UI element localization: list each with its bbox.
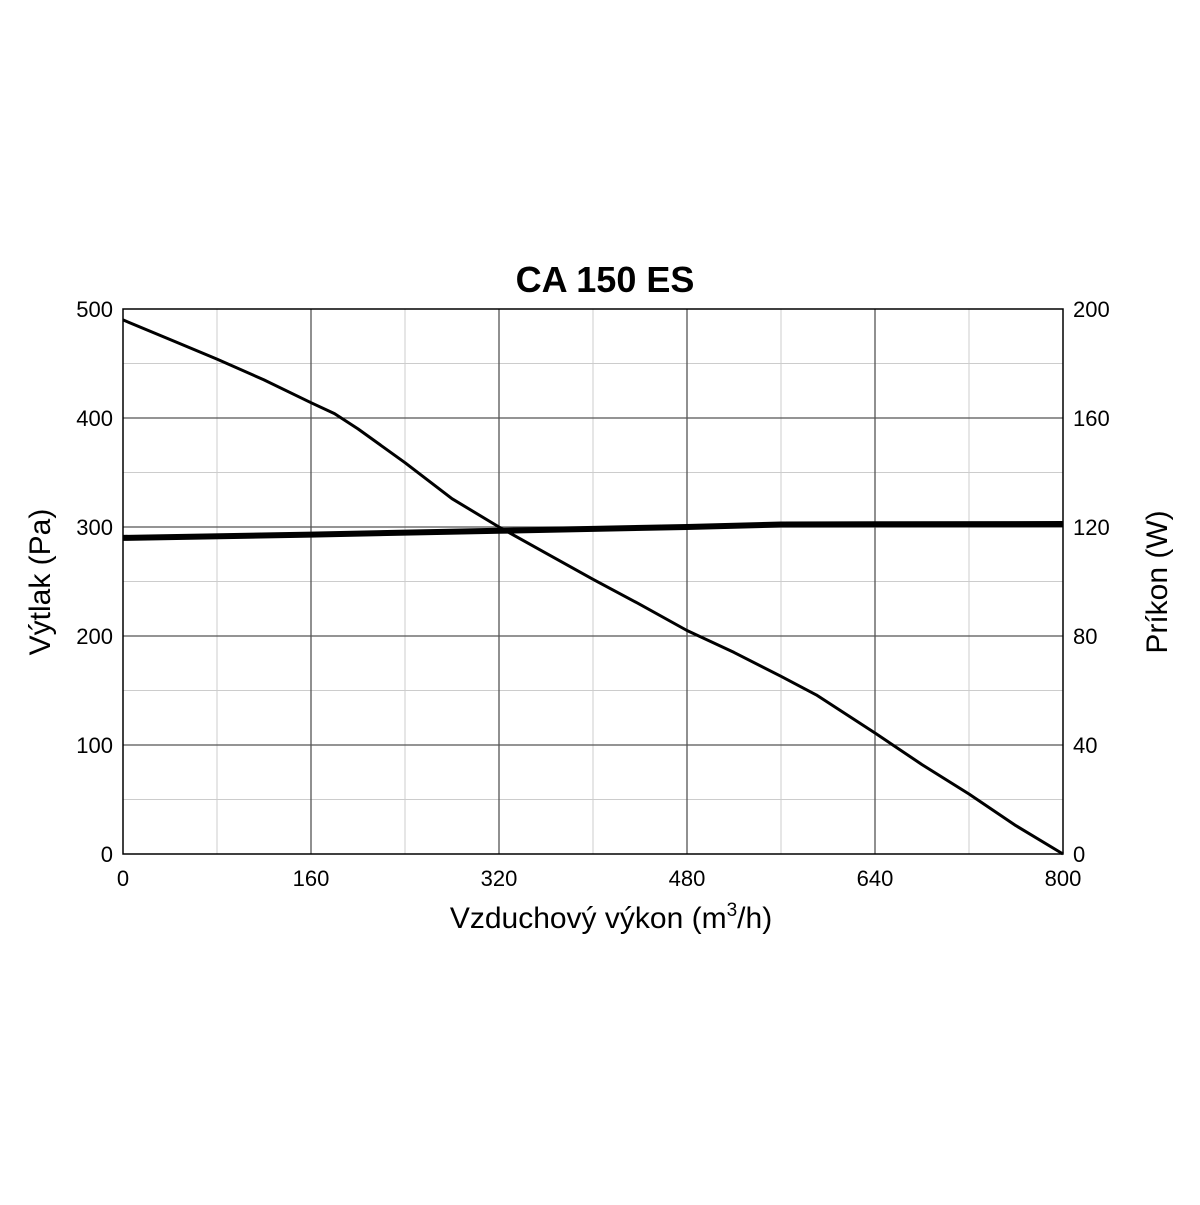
y-left-tick-label: 300 bbox=[76, 515, 113, 540]
x-tick-label: 160 bbox=[293, 866, 330, 891]
y-left-tick-labels: 0 100 200 300 400 500 bbox=[76, 297, 113, 867]
x-tick-labels: 0 160 320 480 640 800 bbox=[117, 866, 1081, 891]
y-left-tick-label: 0 bbox=[101, 842, 113, 867]
y-left-tick-label: 200 bbox=[76, 624, 113, 649]
x-axis-title: Vzduchový výkon (m3/h) bbox=[450, 900, 772, 935]
x-axis-title-suffix: /h) bbox=[737, 902, 772, 935]
y-right-tick-label: 120 bbox=[1073, 515, 1110, 540]
plot-frame bbox=[122, 308, 1064, 855]
x-tick-label: 480 bbox=[669, 866, 706, 891]
y-left-tick-label: 100 bbox=[76, 733, 113, 758]
minor-grid bbox=[123, 309, 1063, 854]
y-right-tick-label: 0 bbox=[1073, 842, 1085, 867]
y-right-axis-title: Príkon (W) bbox=[1141, 510, 1174, 653]
x-tick-label: 640 bbox=[857, 866, 894, 891]
power-series-line bbox=[122, 521, 1064, 541]
y-right-tick-label: 200 bbox=[1073, 297, 1110, 322]
pressure-series-line bbox=[122, 318, 1064, 856]
y-left-tick-label: 500 bbox=[76, 297, 113, 322]
y-right-tick-labels: 0 40 80 120 160 200 bbox=[1073, 297, 1110, 867]
y-right-tick-label: 160 bbox=[1073, 406, 1110, 431]
x-tick-label: 800 bbox=[1045, 866, 1082, 891]
chart-title: CA 150 ES bbox=[516, 259, 695, 300]
y-left-tick-label: 400 bbox=[76, 406, 113, 431]
series-layer bbox=[122, 318, 1064, 856]
x-axis-title-superscript: 3 bbox=[727, 900, 738, 921]
y-right-tick-label: 40 bbox=[1073, 733, 1097, 758]
x-tick-label: 320 bbox=[481, 866, 518, 891]
x-tick-label: 0 bbox=[117, 866, 129, 891]
y-left-axis-title: Výtlak (Pa) bbox=[24, 509, 57, 656]
y-right-tick-label: 80 bbox=[1073, 624, 1097, 649]
x-axis-title-prefix: Vzduchový výkon (m bbox=[450, 902, 727, 935]
